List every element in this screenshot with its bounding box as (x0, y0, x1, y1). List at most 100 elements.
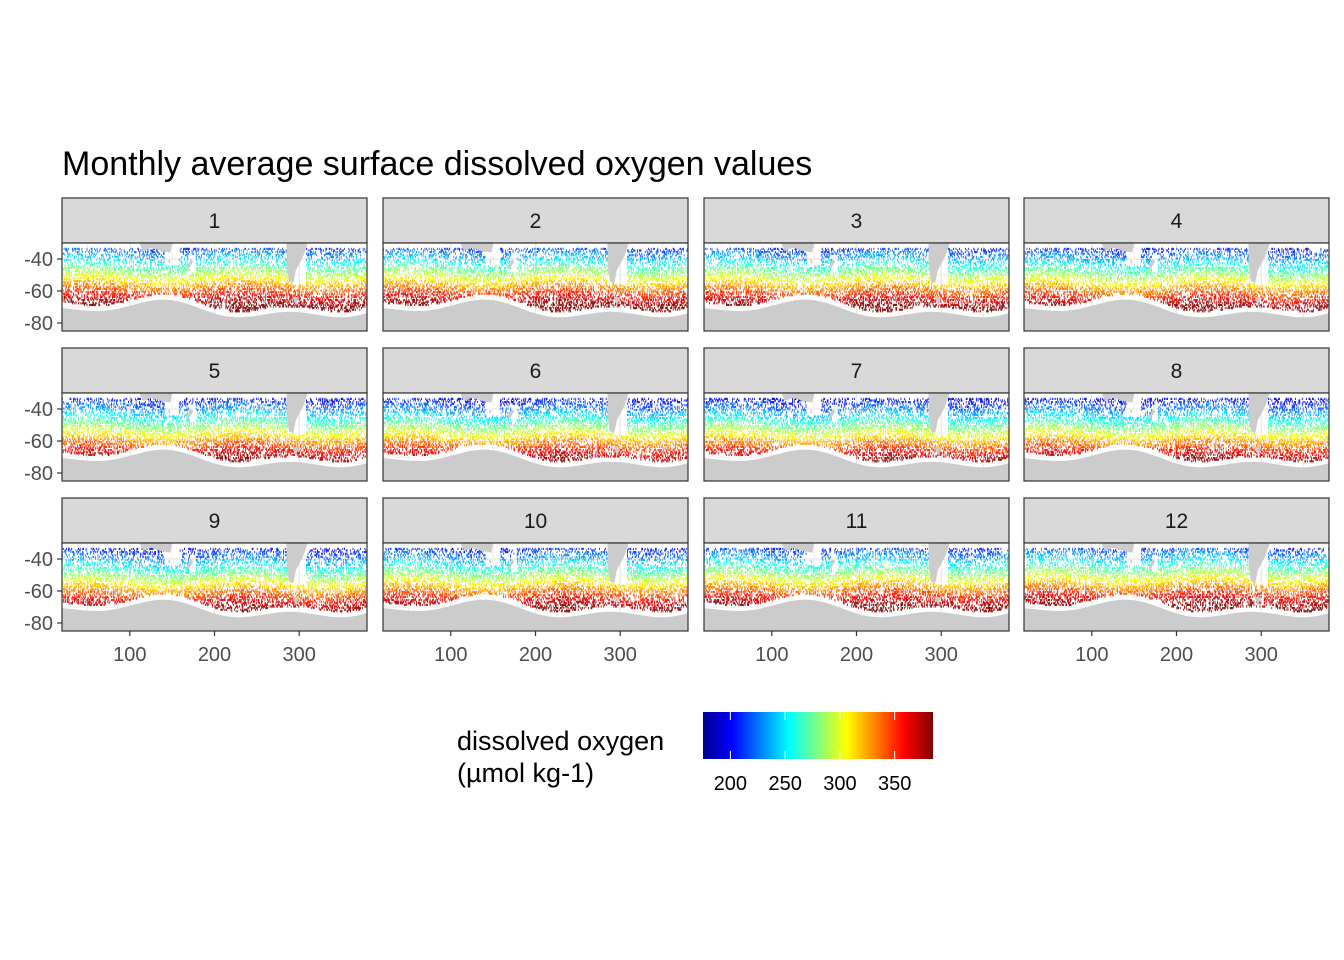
data-cell (211, 278, 212, 281)
data-cell (219, 291, 221, 294)
data-cell (120, 281, 122, 284)
data-cell (67, 271, 69, 274)
data-cell (391, 284, 393, 287)
data-cell (320, 275, 322, 278)
data-cell (283, 300, 285, 303)
data-cell (182, 294, 184, 297)
data-cell (121, 287, 123, 290)
data-cell (95, 254, 96, 257)
data-cell (134, 255, 136, 258)
data-cell (365, 281, 367, 284)
data-cell (116, 255, 118, 258)
data-cell (247, 260, 249, 263)
data-cell (100, 276, 102, 279)
data-cell (179, 283, 181, 286)
data-cell (310, 252, 312, 255)
data-cell (242, 307, 244, 310)
data-cell (228, 294, 229, 297)
data-cell (74, 260, 76, 263)
data-cell (267, 247, 269, 250)
data-cell (266, 270, 267, 273)
data-cell (387, 292, 389, 295)
data-cell (325, 295, 327, 298)
data-cell (253, 267, 255, 270)
data-cell (305, 287, 306, 290)
data-cell (356, 302, 358, 305)
data-cell (134, 263, 136, 266)
data-cell (273, 270, 275, 273)
data-cell (344, 273, 346, 276)
data-cell (256, 249, 258, 252)
data-cell (234, 283, 236, 286)
data-cell (161, 287, 162, 290)
data-cell (137, 247, 139, 250)
data-cell (344, 273, 345, 276)
data-cell (68, 254, 70, 257)
data-cell (111, 279, 113, 282)
data-cell (277, 300, 278, 303)
data-cell (271, 278, 273, 281)
data-cell (186, 279, 188, 282)
data-cell (221, 271, 223, 274)
data-cell (212, 305, 214, 308)
data-cell (164, 283, 166, 286)
data-cell (143, 263, 145, 266)
data-cell (353, 247, 355, 250)
data-cell (283, 252, 284, 255)
data-cell (197, 297, 199, 300)
data-cell (118, 279, 120, 282)
data-cell (348, 294, 350, 297)
data-cell (150, 271, 152, 274)
data-cell (287, 279, 289, 282)
data-cell (384, 279, 386, 282)
data-cell (125, 275, 127, 278)
data-cell (135, 289, 137, 292)
data-cell (155, 263, 156, 266)
data-cell (197, 267, 199, 270)
data-cell (279, 251, 281, 254)
data-cell (124, 251, 126, 254)
data-cell (124, 289, 126, 292)
data-cell (128, 294, 129, 297)
data-cell (141, 275, 143, 278)
data-cell (257, 255, 259, 258)
data-cell (268, 281, 270, 284)
data-cell (352, 255, 354, 258)
data-cell (178, 263, 180, 266)
data-cell (338, 273, 339, 276)
data-cell (79, 262, 81, 265)
data-cell (227, 289, 229, 292)
data-cell (355, 262, 357, 265)
data-cell (127, 299, 129, 302)
data-cell (162, 268, 164, 271)
data-cell (64, 283, 66, 286)
data-cell (189, 295, 191, 298)
data-cell (275, 254, 277, 257)
data-cell (256, 287, 258, 290)
data-cell (134, 284, 135, 287)
data-cell (114, 259, 116, 262)
data-cell (288, 281, 290, 284)
data-cell (243, 251, 245, 254)
data-cell (246, 310, 248, 313)
data-cell (351, 303, 353, 306)
data-cell (174, 271, 176, 274)
data-cell (342, 267, 344, 270)
data-cell (83, 273, 84, 276)
data-cell (258, 295, 260, 298)
data-cell (322, 305, 324, 308)
data-cell (226, 278, 228, 281)
data-cell (210, 295, 212, 298)
data-cell (360, 275, 362, 278)
data-cell (328, 267, 329, 270)
data-cell (132, 247, 134, 250)
data-cell (350, 254, 352, 257)
data-cell (74, 276, 76, 279)
data-cell (137, 276, 139, 279)
data-cell (355, 276, 356, 279)
data-cell (211, 281, 212, 284)
data-cell (80, 275, 82, 278)
data-cell (225, 278, 227, 281)
data-cell (245, 273, 247, 276)
data-cell (248, 268, 250, 271)
